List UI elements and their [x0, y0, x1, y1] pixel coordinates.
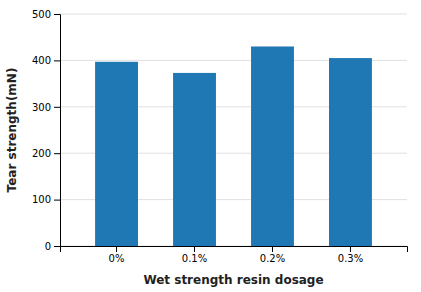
x-tick-mark	[116, 246, 117, 252]
bar	[251, 46, 294, 246]
y-axis: 0 100 200 300 400 500	[32, 9, 61, 252]
x-tick-label: 0.3%	[338, 253, 363, 264]
x-tick: 0.2%	[260, 246, 285, 264]
x-tick-label: 0.1%	[182, 253, 207, 264]
x-tick: 0.3%	[338, 246, 363, 264]
bar	[95, 62, 138, 246]
x-tick: 0%	[109, 246, 125, 264]
y-tick-mark	[54, 153, 60, 154]
x-tick-mark	[272, 246, 273, 252]
x-tick-mark	[194, 246, 195, 252]
y-tick: 0	[45, 241, 60, 252]
y-tick-label: 300	[32, 102, 51, 113]
y-tick: 400	[32, 55, 60, 66]
x-tick-label: 0.2%	[260, 253, 285, 264]
chart: 0% 0.1% 0.2% 0.3% 0 100 200 300 400 500 Wet streng…	[0, 0, 421, 292]
y-axis-line	[54, 15, 61, 247]
y-tick-mark	[54, 200, 60, 201]
bar	[329, 58, 372, 246]
y-tick: 200	[32, 148, 60, 159]
y-tick: 500	[32, 9, 60, 20]
y-tick: 100	[32, 194, 60, 205]
y-tick: 300	[32, 102, 60, 113]
y-axis-title: Tear strength(mN)	[5, 68, 19, 193]
y-tick-mark	[54, 14, 60, 15]
y-tick-mark	[54, 60, 60, 61]
y-tick-label: 500	[32, 9, 51, 20]
y-tick-mark	[54, 107, 60, 108]
x-axis: 0% 0.1% 0.2% 0.3%	[61, 246, 408, 264]
x-tick: 0.1%	[182, 246, 207, 264]
plot: 0% 0.1% 0.2% 0.3% 0 100 200 300 400 500	[32, 9, 408, 264]
bars	[95, 46, 372, 246]
x-tick-label: 0%	[109, 253, 125, 264]
y-tick-label: 200	[32, 148, 51, 159]
grid	[60, 14, 407, 246]
x-tick-mark	[350, 246, 351, 252]
y-tick-label: 100	[32, 194, 51, 205]
x-axis-line	[61, 247, 408, 253]
x-axis-title: Wet strength resin dosage	[143, 273, 323, 287]
grid-line	[60, 14, 407, 15]
bar	[173, 73, 216, 246]
y-tick-mark	[54, 246, 60, 247]
y-tick-label: 0	[45, 241, 51, 252]
y-tick-label: 400	[32, 55, 51, 66]
